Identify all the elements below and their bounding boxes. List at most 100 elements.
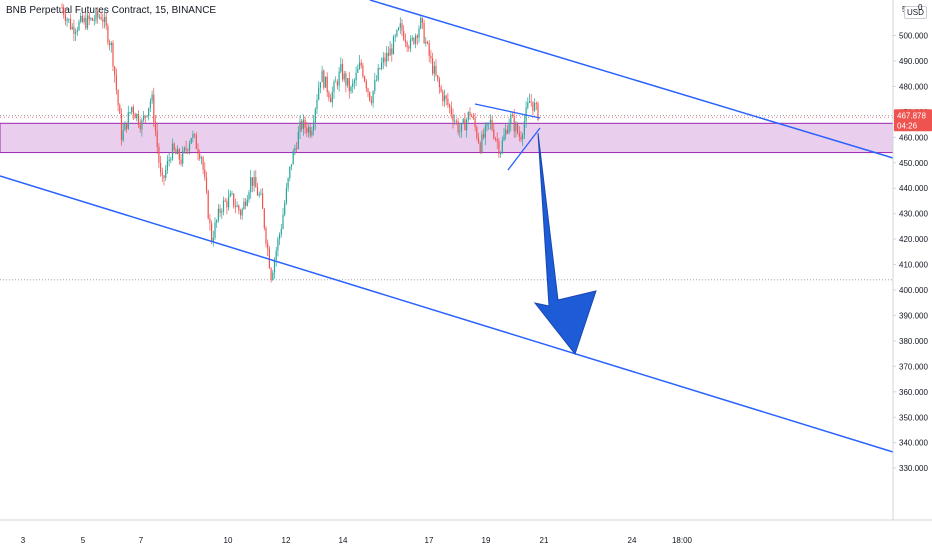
candle-body (280, 228, 282, 235)
candle-body (452, 114, 454, 122)
candle-body (175, 150, 177, 155)
candle-body (466, 119, 468, 131)
candle-body (415, 35, 417, 44)
candle-body (471, 115, 473, 117)
candle-body (326, 76, 328, 93)
candle-body (233, 193, 235, 206)
candle-body (522, 134, 524, 140)
candle-body (537, 103, 539, 120)
candle-body (224, 200, 226, 202)
candle-body (484, 125, 486, 138)
candle-body (343, 73, 345, 80)
last-price-label: 467.878 (897, 111, 926, 120)
candle-body (231, 193, 233, 195)
y-tick-label: 500.000 (899, 32, 928, 41)
candle-body (161, 172, 163, 176)
currency-button[interactable]: USD (904, 6, 927, 19)
candle-body (467, 112, 469, 120)
candle-body (510, 114, 512, 125)
candle-body (486, 123, 488, 126)
candle-body (418, 28, 420, 38)
candle-body (398, 27, 400, 30)
x-tick-label: 3 (21, 536, 26, 545)
candle-body (331, 91, 333, 103)
candle-body (316, 99, 318, 110)
candle-body (455, 120, 457, 122)
candle-body (265, 228, 267, 244)
candle-body (302, 119, 304, 130)
y-tick-label: 390.000 (899, 311, 928, 320)
candle-body (333, 81, 335, 92)
candle-body (212, 237, 214, 242)
candle-body (195, 135, 197, 149)
candle-body (365, 81, 367, 89)
candle-body (255, 177, 257, 188)
candle-body (319, 82, 321, 88)
candle-body (243, 201, 245, 210)
candle-body (107, 25, 109, 43)
candle-body (511, 114, 514, 117)
candle-body (443, 95, 446, 102)
candle-body (392, 36, 395, 55)
price-axis[interactable]: 500.000490.000480.000470.000460.000450.0… (892, 0, 932, 520)
candle-body (248, 192, 250, 200)
candle-body (430, 55, 432, 59)
candle-body (279, 234, 281, 240)
candle-body (370, 100, 372, 104)
candle-body (202, 157, 204, 170)
candle-body (314, 109, 316, 123)
candle-body (530, 101, 532, 102)
candle-body (445, 95, 447, 99)
y-tick-label: 430.000 (899, 210, 928, 219)
candle-body (68, 19, 70, 20)
candle-body (222, 200, 225, 212)
candle-body (228, 196, 230, 208)
candle-body (199, 153, 201, 159)
channel-upper-line (369, 0, 894, 159)
candle-body (520, 136, 522, 140)
candle-body (110, 42, 112, 46)
candle-body (340, 64, 342, 72)
candle-body (391, 48, 393, 55)
candle-body (442, 91, 444, 102)
candle-body (297, 131, 299, 149)
candle-body (469, 112, 471, 116)
candle-body (187, 149, 189, 151)
candle-body (437, 75, 439, 80)
candle-body (256, 187, 259, 196)
candle-body (245, 201, 247, 206)
y-tick-label: 340.000 (899, 439, 928, 448)
candle-body (285, 188, 287, 204)
time-axis[interactable]: 3 5 7 10 12 14 17 19 21 24 18:00 (0, 519, 932, 545)
candle-body (192, 134, 194, 139)
candle-body (163, 175, 165, 178)
candle-body (301, 121, 303, 130)
candle-body (267, 243, 269, 249)
candle-body (377, 67, 379, 80)
x-tick-label: 12 (282, 536, 291, 545)
y-tick-label: 460.000 (899, 133, 928, 142)
candle-body (474, 118, 476, 128)
candle-body (338, 71, 340, 86)
candle-body (416, 35, 418, 38)
candle-body (401, 23, 403, 31)
candle-body (61, 7, 63, 9)
candle-body (63, 7, 65, 15)
candle-body (493, 129, 495, 139)
candle-body (406, 42, 408, 48)
candle-body (296, 148, 298, 149)
candle-body (374, 80, 376, 92)
candle-body (105, 16, 107, 26)
candle-body (496, 139, 498, 142)
triangle-lower-line (507, 127, 541, 171)
candle-body (158, 147, 160, 163)
candle-body (129, 112, 131, 113)
chart-title: BNB Perpetual Futures Contract, 15, BINA… (4, 5, 219, 16)
candle-body (379, 67, 381, 69)
candle-body (102, 19, 104, 22)
down-arrow-icon (533, 132, 597, 356)
candle-body (382, 57, 384, 63)
candle-body (272, 272, 274, 280)
candle-body (386, 52, 388, 62)
